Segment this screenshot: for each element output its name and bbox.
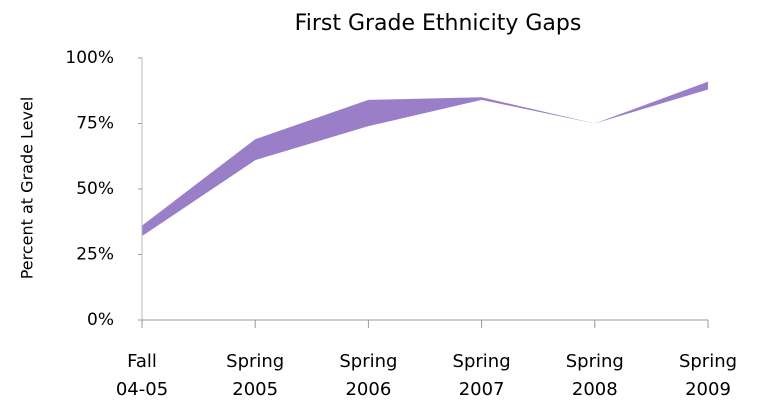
x-tick-label: Spring bbox=[679, 351, 737, 372]
x-tick-label: Spring bbox=[339, 351, 397, 372]
y-tick-label: 100% bbox=[65, 48, 114, 68]
x-tick-label: Spring bbox=[566, 351, 624, 372]
y-tick-label: 75% bbox=[76, 114, 114, 134]
x-tick-label: Spring bbox=[453, 351, 511, 372]
x-tick-label: 2005 bbox=[232, 379, 278, 400]
x-tick-label: 2006 bbox=[345, 379, 391, 400]
y-tick-label: 0% bbox=[87, 310, 114, 330]
y-tick-label: 50% bbox=[76, 179, 114, 199]
x-tick-label: 2007 bbox=[459, 379, 505, 400]
area bbox=[142, 89, 708, 320]
x-tick-label: 04-05 bbox=[116, 379, 168, 400]
y-tick-label: 25% bbox=[76, 245, 114, 265]
x-tick-label: Spring bbox=[226, 351, 284, 372]
chart-title: First Grade Ethnicity Gaps bbox=[295, 11, 582, 36]
x-tick-label: 2008 bbox=[572, 379, 618, 400]
x-tick-label: Fall bbox=[127, 351, 157, 372]
x-tick-label: 2009 bbox=[685, 379, 731, 400]
y-axis-label: Percent at Grade Level bbox=[18, 97, 37, 280]
